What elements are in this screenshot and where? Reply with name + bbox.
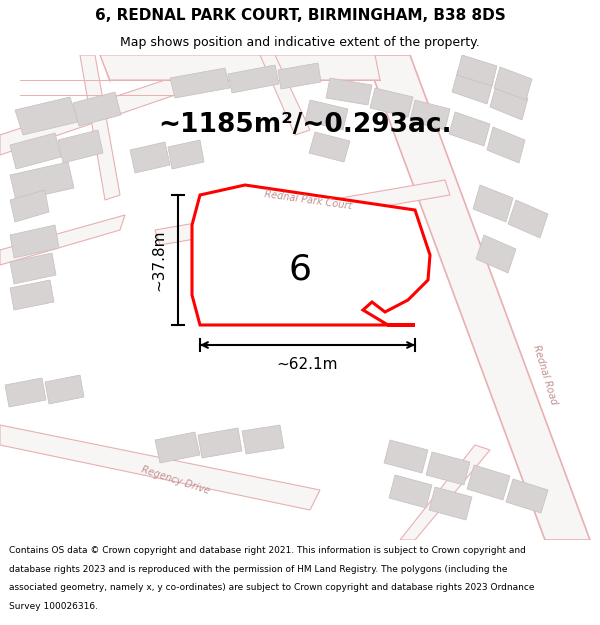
Text: 6: 6 [289,253,311,287]
Polygon shape [10,253,56,284]
Polygon shape [278,63,321,89]
Polygon shape [467,465,510,500]
Polygon shape [10,162,74,201]
Polygon shape [242,425,284,454]
Text: Rednal Park Court: Rednal Park Court [263,189,352,211]
Polygon shape [508,200,548,238]
Polygon shape [260,55,310,135]
Polygon shape [228,65,279,93]
Text: Map shows position and indicative extent of the property.: Map shows position and indicative extent… [120,36,480,49]
Text: 6, REDNAL PARK COURT, BIRMINGHAM, B38 8DS: 6, REDNAL PARK COURT, BIRMINGHAM, B38 8D… [95,8,505,23]
Text: database rights 2023 and is reproduced with the permission of HM Land Registry. : database rights 2023 and is reproduced w… [9,564,508,574]
Polygon shape [429,487,472,520]
Polygon shape [168,140,204,169]
Polygon shape [365,55,590,540]
Text: ~37.8m: ~37.8m [151,229,166,291]
Polygon shape [5,378,46,407]
Polygon shape [155,180,450,245]
Polygon shape [400,445,490,540]
Polygon shape [476,235,516,273]
Polygon shape [452,70,493,104]
Polygon shape [58,130,103,163]
Polygon shape [426,452,470,485]
Polygon shape [473,185,513,222]
Polygon shape [410,100,450,130]
Text: Contains OS data © Crown copyright and database right 2021. This information is : Contains OS data © Crown copyright and d… [9,546,526,555]
Polygon shape [487,127,525,163]
Polygon shape [305,100,348,130]
Polygon shape [370,88,413,117]
Polygon shape [170,68,230,98]
Polygon shape [130,142,170,173]
Text: associated geometry, namely x, y co-ordinates) are subject to Crown copyright an: associated geometry, namely x, y co-ordi… [9,583,535,592]
Text: Rednal Road: Rednal Road [531,344,559,406]
Polygon shape [490,85,528,120]
Polygon shape [155,432,200,463]
Polygon shape [0,215,125,265]
Polygon shape [449,112,490,146]
Polygon shape [45,375,84,404]
Polygon shape [73,92,121,126]
Polygon shape [10,225,59,258]
Polygon shape [10,190,49,222]
Polygon shape [10,133,61,169]
Polygon shape [10,280,54,310]
Polygon shape [100,55,380,80]
Text: ~1185m²/~0.293ac.: ~1185m²/~0.293ac. [158,112,452,138]
Polygon shape [326,78,372,105]
Polygon shape [0,425,320,510]
Polygon shape [384,440,428,473]
Text: Survey 100026316.: Survey 100026316. [9,602,98,611]
Polygon shape [309,132,350,162]
Polygon shape [192,185,430,325]
Polygon shape [0,75,180,155]
Polygon shape [198,428,242,458]
Polygon shape [457,55,497,86]
Polygon shape [389,475,432,508]
Text: Regency Drive: Regency Drive [140,464,211,496]
Polygon shape [494,67,532,100]
Polygon shape [15,97,78,135]
Polygon shape [506,479,548,513]
Text: ~62.1m: ~62.1m [277,357,338,372]
Polygon shape [80,55,120,200]
